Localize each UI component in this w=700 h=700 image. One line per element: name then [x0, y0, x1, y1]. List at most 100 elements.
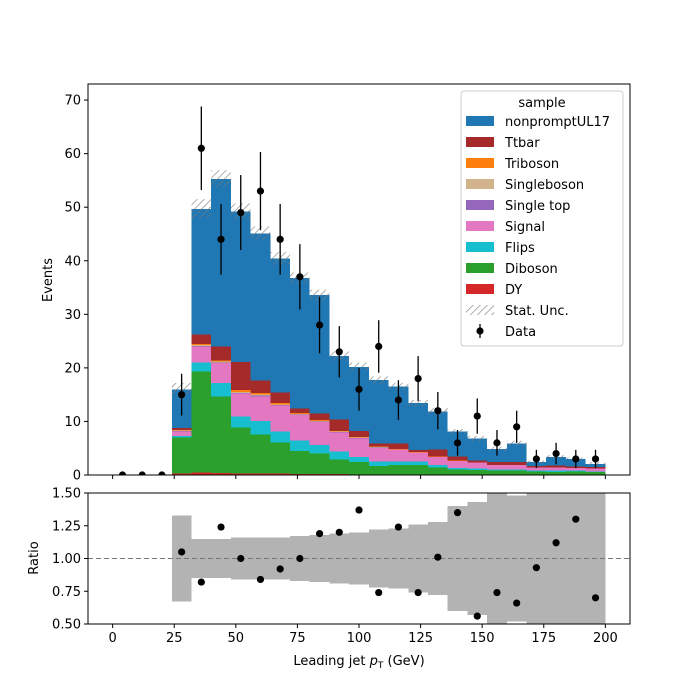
data-point [197, 144, 205, 152]
ratio-panel: 0.50 0.75 1.00 1.25 1.50 0 25 50 75 100 125 150 175… [27, 487, 631, 671]
ratio-point [296, 554, 304, 563]
bar [211, 346, 231, 361]
bar [526, 467, 547, 471]
y-tick-label: 30 [64, 308, 81, 323]
bar [565, 471, 586, 475]
bar [309, 295, 330, 414]
main-x-axis [112, 475, 606, 479]
stat-unc-bin [467, 435, 488, 442]
x-axis-label: Leading jet pT (GeV) [293, 654, 424, 671]
ratio-point [335, 528, 343, 536]
series-diboson [171, 371, 606, 475]
legend-entry: Data [505, 325, 536, 340]
bar [329, 419, 350, 432]
bar [211, 396, 231, 473]
bar [211, 363, 231, 383]
ratio-point [453, 509, 462, 517]
bar [230, 427, 251, 474]
ratio-plot-area [88, 493, 630, 624]
ratio-unc-band [565, 493, 586, 624]
x-tick-label: 0 [108, 631, 116, 646]
bar [487, 464, 507, 470]
bar [230, 389, 251, 392]
bar [171, 473, 192, 475]
data-point [375, 342, 383, 351]
series-single-top [171, 345, 389, 449]
bar [585, 471, 606, 475]
bar [211, 361, 231, 363]
bar [290, 408, 310, 413]
bar [270, 431, 291, 443]
x-tick-label: 25 [166, 631, 183, 646]
bar [250, 393, 271, 395]
legend-entry: nonpromptUL17 [505, 115, 610, 130]
bar [349, 456, 369, 463]
data-point [453, 439, 462, 447]
stat-unc-bin [408, 400, 428, 407]
bar [290, 414, 310, 416]
y-tick-label: 40 [64, 254, 81, 269]
bar [506, 470, 527, 475]
bar [191, 343, 212, 345]
stat-unc-bin [191, 199, 212, 219]
data-point [315, 321, 324, 329]
ratio-x-axis: 0 25 50 75 100 125 150 175 200 [108, 624, 618, 646]
bar [211, 472, 231, 475]
series-singleboson [171, 344, 389, 448]
ratio-unc-band [309, 534, 330, 583]
bar [467, 462, 488, 469]
bar [329, 431, 350, 433]
legend-swatch [466, 137, 494, 147]
bar [506, 469, 527, 471]
bar [408, 403, 428, 450]
bar [191, 472, 212, 475]
series-signal [171, 346, 606, 472]
bar [546, 470, 566, 472]
bar [230, 393, 251, 417]
bar [171, 430, 192, 432]
bar [368, 446, 389, 448]
ratio-unc-band [467, 502, 488, 615]
bar [427, 411, 448, 450]
bar [349, 438, 369, 457]
bar [211, 362, 231, 364]
ratio-y-tick-label: 0.50 [52, 618, 81, 633]
stat-unc-bin [211, 170, 231, 188]
ratio-point [197, 578, 205, 586]
data-point [237, 208, 245, 217]
ratio-point [434, 553, 442, 561]
data-point [394, 396, 403, 404]
legend-entry: Single top [505, 199, 570, 214]
bar [427, 456, 448, 457]
ratio-unc-band [171, 515, 192, 602]
y-tick-label: 10 [64, 415, 81, 430]
bar [349, 438, 369, 439]
bar [211, 360, 231, 362]
x-tick-label: 200 [593, 631, 618, 646]
bar [329, 356, 350, 420]
bar [388, 461, 409, 465]
bar [270, 392, 291, 404]
bar [250, 396, 271, 421]
bar [230, 211, 251, 362]
bar [309, 421, 330, 422]
legend-swatch [466, 221, 494, 231]
bar [546, 465, 566, 468]
legend-swatch [466, 200, 494, 210]
x-tick-label: 50 [228, 631, 245, 646]
x-tick-label: 150 [470, 631, 495, 646]
bar [526, 471, 547, 475]
ratio-unc-band [349, 532, 369, 585]
bar [487, 469, 507, 471]
legend-entry: Stat. Unc. [505, 304, 569, 319]
bar [447, 469, 468, 475]
legend-entry: DY [505, 283, 522, 298]
legend-title: sample [518, 96, 565, 111]
data-point [513, 423, 521, 431]
legend-entry: Flips [505, 241, 535, 256]
ratio-y-tick-label: 1.50 [52, 487, 81, 502]
bar [329, 451, 350, 460]
bar [368, 447, 389, 448]
legend-swatch [466, 284, 494, 294]
bar [408, 464, 428, 475]
